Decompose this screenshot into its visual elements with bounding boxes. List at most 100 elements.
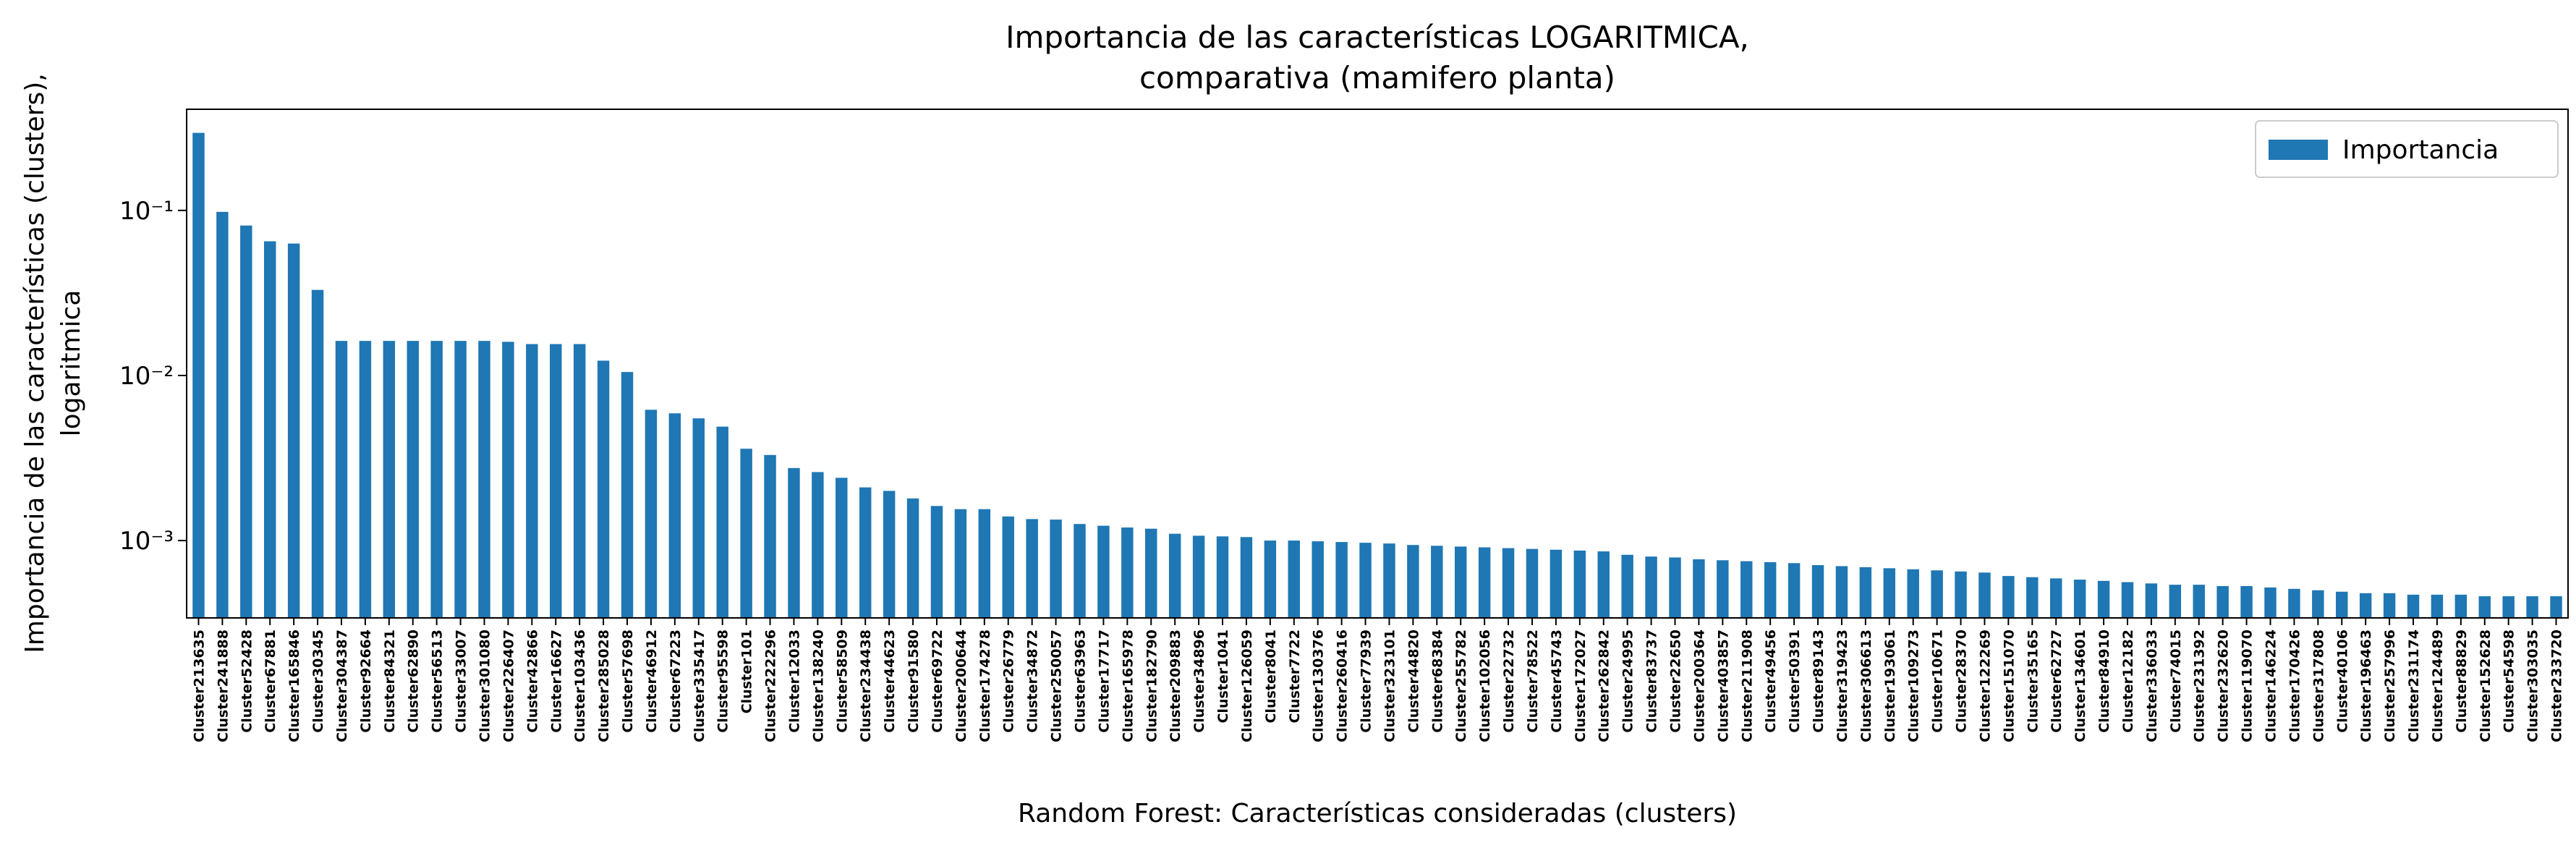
bar <box>1573 550 1586 618</box>
bar <box>2312 590 2324 618</box>
x-tick-label: Cluster134601 <box>2073 629 2088 742</box>
x-tick-label: Cluster304387 <box>334 629 350 742</box>
x-tick-label: Cluster78522 <box>1525 629 1541 733</box>
x-tick-label: Cluster172027 <box>1573 629 1589 742</box>
bar <box>1050 520 1062 618</box>
x-tick-label: Cluster146224 <box>2263 629 2279 742</box>
bar <box>2264 587 2277 618</box>
x-tick-label: Cluster40106 <box>2334 629 2350 733</box>
x-tick-label: Cluster232620 <box>2216 629 2232 742</box>
y-tick-label: 10⁻¹ <box>119 197 174 226</box>
bar <box>1597 551 1610 618</box>
x-tick-label: Cluster101 <box>739 629 755 713</box>
bar <box>1312 541 1324 618</box>
bar <box>1955 571 1967 618</box>
bar <box>1216 536 1229 618</box>
bar <box>954 509 967 618</box>
bar <box>668 413 681 618</box>
bar <box>812 472 824 618</box>
x-tick-label: Cluster22650 <box>1668 629 1684 733</box>
x-tick-label: Cluster262842 <box>1597 629 1612 742</box>
x-tick-label: Cluster119070 <box>2240 629 2256 742</box>
x-tick-label: Cluster68384 <box>1429 629 1445 733</box>
x-tick-label: Cluster165846 <box>286 629 302 742</box>
x-tick-label: Cluster182790 <box>1144 629 1160 742</box>
bar <box>1168 533 1181 618</box>
bar <box>1264 540 1277 618</box>
bar <box>287 243 300 618</box>
bar <box>2478 596 2491 618</box>
bar <box>335 341 348 618</box>
bar <box>573 344 586 618</box>
bar <box>764 454 776 618</box>
x-tick-label: Cluster67881 <box>263 629 279 733</box>
bar <box>1502 548 1515 618</box>
x-tick-label: Cluster1041 <box>1215 629 1231 724</box>
x-tick-label: Cluster8041 <box>1263 629 1279 724</box>
x-tick-label: Cluster57698 <box>620 629 636 733</box>
legend-box <box>2255 120 2559 178</box>
x-tick-label: Cluster102056 <box>1477 629 1493 742</box>
x-tick-label: Cluster151070 <box>2001 629 2017 742</box>
x-tick-label: Cluster28370 <box>1954 629 1970 733</box>
bar <box>2121 582 2134 618</box>
x-tick-label: Cluster12182 <box>2120 629 2136 733</box>
y-axis-label: Importancia de las características (clus… <box>20 73 50 653</box>
x-tick-label: Cluster213635 <box>191 629 207 742</box>
bar <box>1407 545 1419 618</box>
x-tick-label: Cluster67223 <box>668 629 684 733</box>
bar <box>1288 540 1301 618</box>
bar <box>526 344 538 618</box>
x-tick-label: Cluster34872 <box>1025 629 1041 733</box>
x-tick-label: Cluster403857 <box>1715 629 1731 742</box>
x-tick-label: Cluster88829 <box>2454 629 2470 733</box>
bar <box>2431 594 2444 618</box>
bar <box>240 225 252 618</box>
x-tick-label: Cluster109273 <box>1906 629 1922 742</box>
y-tick-label: 10⁻³ <box>119 527 174 556</box>
bar <box>263 241 276 618</box>
x-tick-label: Cluster74015 <box>2168 629 2184 733</box>
x-tick-label: Cluster50391 <box>1787 629 1803 733</box>
bar <box>1693 559 1705 618</box>
bar <box>2407 594 2420 618</box>
bar <box>2288 588 2300 618</box>
x-tick-label: Cluster103436 <box>572 629 588 742</box>
bar <box>1121 527 1134 618</box>
x-tick-label: Cluster124489 <box>2430 629 2446 742</box>
x-tick-label: Cluster16627 <box>548 629 564 733</box>
x-tick-label: Cluster257996 <box>2382 629 2398 742</box>
x-tick-label: Cluster260416 <box>1335 629 1351 742</box>
bar <box>740 449 752 618</box>
x-tick-label: Cluster63963 <box>1073 629 1089 733</box>
x-tick-label: Cluster45743 <box>1549 629 1565 733</box>
x-tick-label: Cluster211908 <box>1739 629 1755 742</box>
x-tick-label: Cluster233720 <box>2549 629 2565 742</box>
bar <box>836 478 848 618</box>
x-tick-label: Cluster335417 <box>692 629 707 742</box>
bar <box>1764 561 1777 618</box>
x-tick-label: Cluster92664 <box>358 629 374 733</box>
bar <box>1907 569 1919 618</box>
x-tick-label: Cluster58509 <box>834 629 850 733</box>
x-tick-label: Cluster69722 <box>930 629 945 733</box>
x-tick-label: Cluster44623 <box>882 629 898 733</box>
bar <box>2336 591 2348 618</box>
bar <box>1002 516 1014 618</box>
bar <box>2073 580 2086 618</box>
bar <box>597 360 610 618</box>
x-tick-label: Cluster209883 <box>1168 629 1183 742</box>
x-tick-label: Cluster12033 <box>786 629 802 733</box>
bar <box>716 426 728 618</box>
x-tick-label: Cluster317808 <box>2311 629 2326 742</box>
plot-frame <box>186 109 2569 619</box>
bar <box>1788 563 1801 618</box>
x-tick-label: Cluster95598 <box>715 629 731 733</box>
x-tick-label: Cluster231392 <box>2192 629 2208 742</box>
x-tick-label: Cluster336033 <box>2144 629 2160 742</box>
bar <box>1811 565 1824 618</box>
x-tick-label: Cluster35165 <box>2025 629 2041 733</box>
bar <box>1145 528 1157 618</box>
bar <box>1883 568 1896 618</box>
bar <box>2216 586 2229 618</box>
